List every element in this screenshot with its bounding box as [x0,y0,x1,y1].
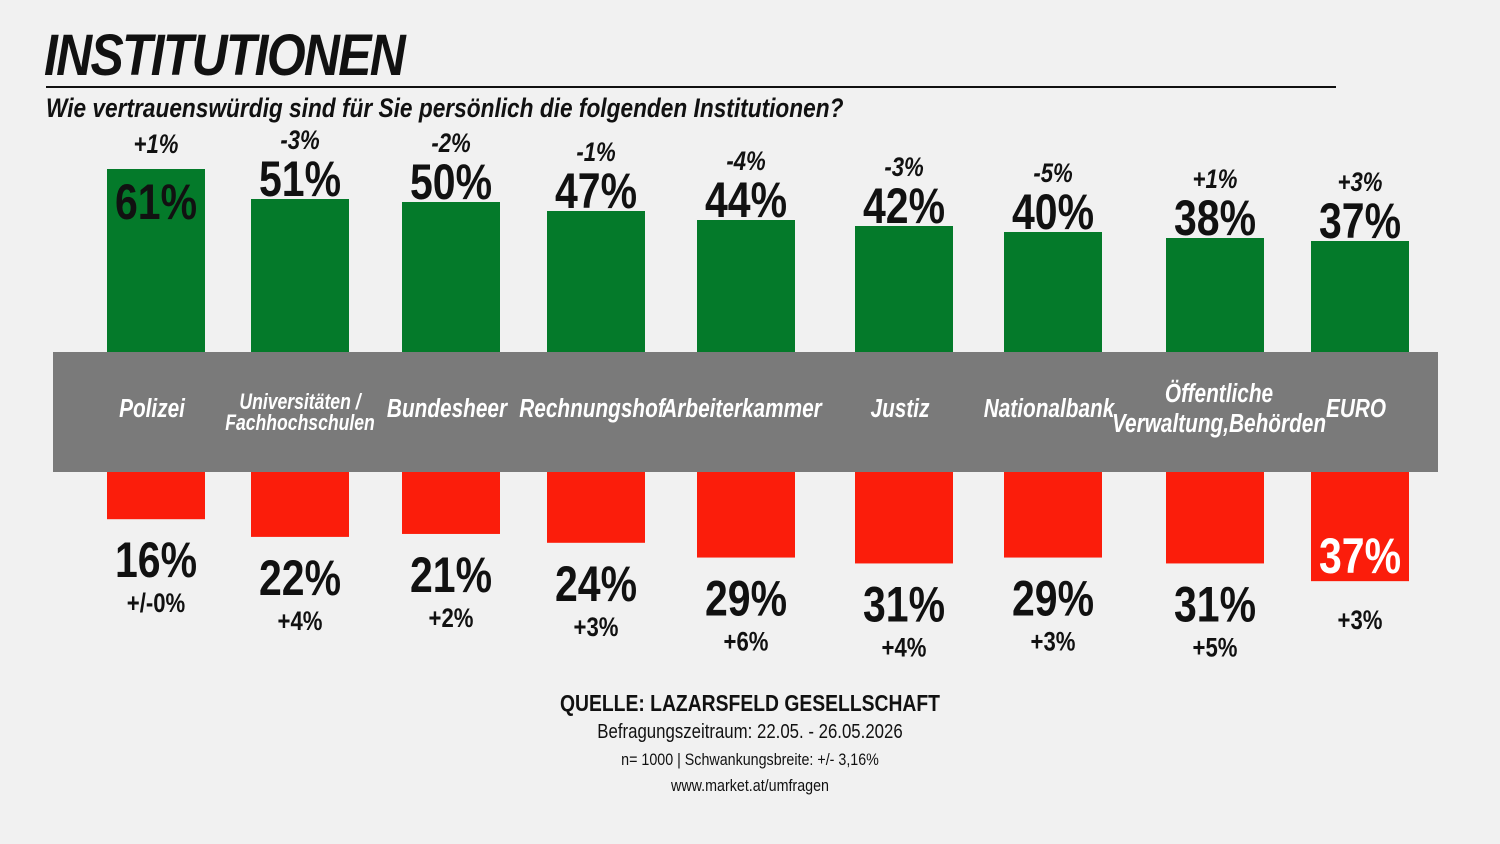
trust-change-label: -5% [1033,159,1072,189]
category-labels: Polizei Universitäten /Fachhochschulen Bun… [119,379,1386,438]
trust-bar [1166,238,1264,354]
trust-change-label: +3% [1338,168,1383,198]
trust-bar [1004,232,1102,354]
category-label: EURO [1326,394,1386,423]
category-label: Universitäten / [239,390,362,414]
distrust-change-label: +3% [574,613,619,643]
trust-value-label: 40% [1012,184,1094,240]
trust-change-label: +1% [134,130,179,160]
trust-bar [855,226,953,354]
trust-value-label: 47% [555,163,637,219]
trust-change-label: -3% [280,126,319,156]
sample-info: n= 1000 | Schwankungsbreite: +/- 3,16% [621,750,879,769]
trust-value-label: 37% [1319,193,1401,249]
trust-bar [1311,241,1409,354]
category-label: Fachhochschulen [225,411,375,435]
distrust-value-label: 22% [259,550,341,606]
distrust-bar [855,471,953,564]
distrust-bar [402,471,500,534]
distrust-change-label: +/-0% [127,589,185,619]
distrust-bar [251,471,349,537]
category-label: Bundesheer [387,394,509,423]
trust-change-label: -2% [431,129,470,159]
distrust-change-label: +4% [882,633,927,663]
distrust-bar [1166,471,1264,564]
distrust-value-label: 21% [410,547,492,603]
distrust-bar [547,471,645,543]
category-band [53,352,1438,472]
trust-change-label: +1% [1193,165,1238,195]
source-url: www.market.at/umfragen [671,776,829,795]
category-label: Verwaltung,Behörden [1112,409,1326,438]
distrust-value-label: 37% [1319,528,1401,584]
distrust-bar [1004,471,1102,558]
trust-bar [251,199,349,354]
trust-change-label: -4% [726,147,765,177]
distrust-value-label: 31% [1174,577,1256,633]
distrust-value-label: 29% [705,571,787,627]
category-label: Rechnungshof [519,394,666,423]
distrust-bar [107,471,205,520]
trust-bar [107,169,205,354]
distrust-change-label: +3% [1338,606,1383,636]
category-label: Nationalbank [984,394,1116,423]
survey-period: Befragungszeitraum: 22.05. - 26.05.2026 [597,721,903,743]
category-label: Arbeiterkammer [661,394,823,423]
trust-bar [697,220,795,354]
distrust-change-label: +5% [1193,633,1238,663]
trust-bars [107,169,1409,354]
distrust-change-label: +3% [1031,628,1076,658]
distrust-bar [1311,471,1409,582]
distrust-change-label: +6% [724,628,769,658]
trust-value-label: 44% [705,172,787,228]
category-label: Polizei [119,394,185,423]
trust-value-label: 61% [115,174,197,230]
distrust-value-label: 29% [1012,571,1094,627]
chart-subtitle: Wie vertrauenswürdig sind für Sie persön… [46,93,844,123]
trust-bar [547,211,645,354]
trust-value-label: 38% [1174,190,1256,246]
value-labels: 61%+1%16%+/-0%51%-3%22%+4%50%-2%21%+2%47… [115,126,1401,663]
distrust-change-label: +2% [429,604,474,634]
category-label: Justiz [871,394,930,423]
trust-value-label: 51% [259,151,341,207]
trust-value-label: 50% [410,154,492,210]
trust-bar [402,202,500,354]
source-title: QUELLE: LAZARSFELD GESELLSCHAFT [560,690,940,716]
trust-value-label: 42% [863,178,945,234]
distrust-value-label: 24% [555,556,637,612]
category-label: Öffentliche [1165,379,1273,408]
distrust-change-label: +4% [278,607,323,637]
distrust-value-label: 31% [863,577,945,633]
chart-title: INSTITUTIONEN [44,23,406,88]
distrust-bar [697,471,795,558]
distrust-value-label: 16% [115,532,197,588]
source-block: QUELLE: LAZARSFELD GESELLSCHAFT Befragun… [0,688,1500,798]
title-rule [46,86,1336,88]
distrust-bars [107,471,1409,582]
trust-change-label: -1% [576,138,615,168]
trust-change-label: -3% [884,153,923,183]
